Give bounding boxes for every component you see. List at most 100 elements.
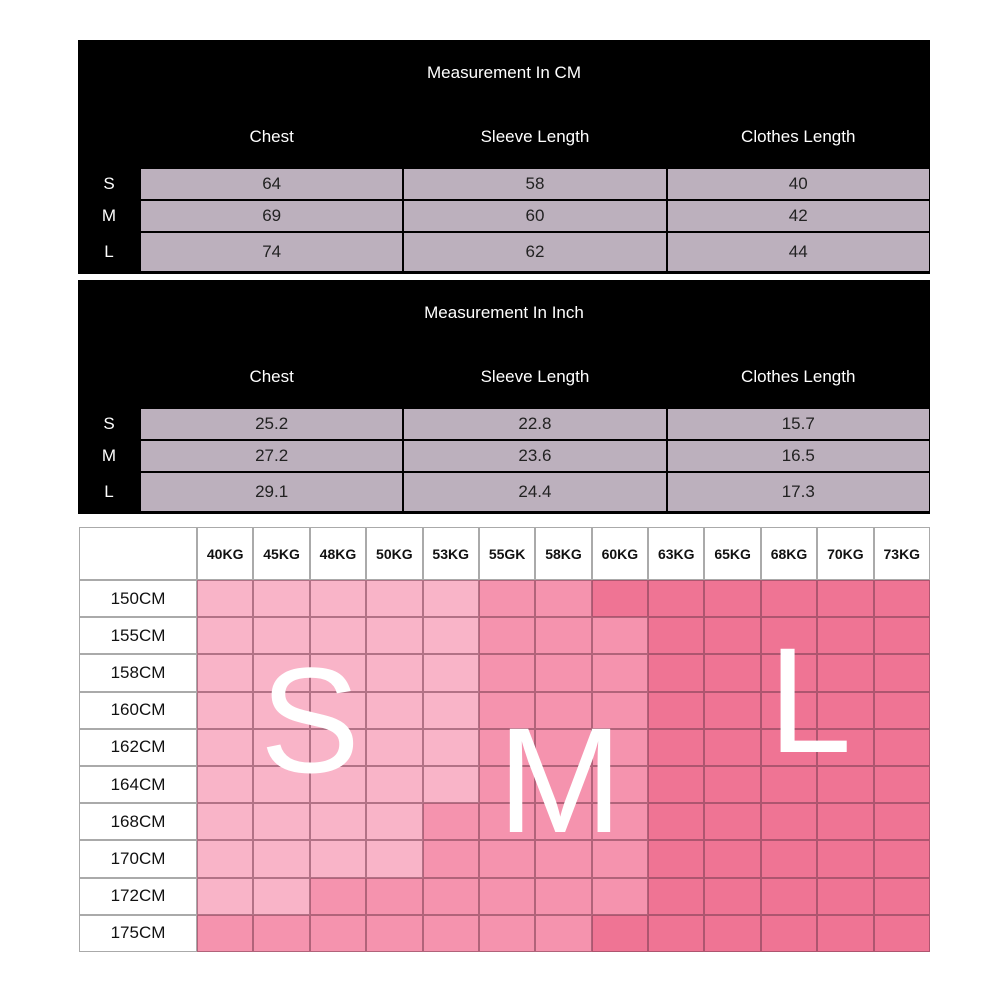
grid-cell bbox=[873, 654, 930, 692]
grid-cell bbox=[478, 617, 536, 655]
grid-cell bbox=[648, 840, 705, 878]
grid-cell bbox=[478, 840, 536, 878]
table-cell: 15.7 bbox=[666, 408, 930, 440]
weight-header: 40KG bbox=[197, 527, 254, 580]
size-label: L bbox=[104, 242, 114, 261]
grid-cell bbox=[478, 877, 536, 915]
grid-cell bbox=[422, 766, 479, 804]
grid-cell bbox=[422, 840, 479, 878]
zone-letter: S bbox=[259, 635, 361, 804]
table-cell: 64 bbox=[140, 168, 404, 200]
grid-cell bbox=[253, 766, 310, 804]
grid-cell bbox=[478, 728, 536, 766]
zone-letter: M bbox=[497, 695, 623, 864]
height-label: 158CM bbox=[79, 654, 197, 692]
grid-cell bbox=[535, 877, 592, 915]
grid-cell bbox=[422, 654, 479, 692]
grid-cell bbox=[873, 728, 930, 766]
grid-cell bbox=[591, 766, 649, 804]
grid-cell bbox=[366, 766, 423, 804]
grid-cell bbox=[760, 617, 818, 655]
table-cell: 27.2 bbox=[140, 440, 404, 472]
table-title: Measurement In Inch bbox=[78, 280, 930, 345]
grid-cell bbox=[648, 877, 705, 915]
grid-cell bbox=[422, 580, 479, 618]
grid-cell bbox=[535, 766, 592, 804]
table-cell: 58 bbox=[403, 168, 667, 200]
table-cell: 25.2 bbox=[140, 408, 404, 440]
grid-cell bbox=[309, 840, 367, 878]
grid-cell bbox=[309, 580, 367, 618]
grid-cell bbox=[873, 840, 930, 878]
grid-cell bbox=[478, 914, 536, 952]
grid-cell bbox=[366, 803, 423, 841]
grid-cell bbox=[648, 617, 705, 655]
grid-cell bbox=[817, 840, 874, 878]
grid-cell bbox=[704, 766, 761, 804]
height-label: 162CM bbox=[79, 728, 197, 766]
table-cell: 69 bbox=[140, 200, 404, 232]
grid-cell bbox=[704, 877, 761, 915]
height-label: 170CM bbox=[79, 840, 197, 878]
size-label: S bbox=[103, 414, 115, 433]
grid-cell bbox=[817, 914, 874, 952]
grid-cell bbox=[817, 877, 874, 915]
grid-cell bbox=[704, 840, 761, 878]
grid-cell bbox=[253, 877, 310, 915]
grid-cell bbox=[197, 840, 254, 878]
grid-cell bbox=[591, 691, 649, 729]
grid-cell bbox=[535, 617, 592, 655]
grid-cell bbox=[309, 914, 367, 952]
grid-cell bbox=[309, 803, 367, 841]
zone-letter: L bbox=[768, 615, 852, 784]
table-cell: 62 bbox=[403, 232, 667, 272]
table-title: Measurement In CM bbox=[78, 40, 930, 105]
grid-cell bbox=[591, 654, 649, 692]
grid-cell bbox=[760, 728, 818, 766]
weight-header: 50KG bbox=[366, 527, 423, 580]
grid-cell bbox=[760, 877, 818, 915]
grid-cell bbox=[366, 691, 423, 729]
grid-cell bbox=[253, 840, 310, 878]
grid-cell bbox=[648, 654, 705, 692]
height-label: 172CM bbox=[79, 877, 197, 915]
column-header: Chest bbox=[140, 345, 404, 408]
grid-cell bbox=[873, 877, 930, 915]
grid-cell bbox=[197, 766, 254, 804]
grid-cell bbox=[704, 654, 761, 692]
grid-cell bbox=[535, 728, 592, 766]
grid-cell bbox=[873, 803, 930, 841]
grid-cell bbox=[817, 691, 874, 729]
column-header: Chest bbox=[140, 105, 404, 168]
grid-cell bbox=[197, 691, 254, 729]
grid-cell bbox=[873, 691, 930, 729]
grid-cell bbox=[366, 580, 423, 618]
grid-cell bbox=[760, 914, 818, 952]
weight-header: 68KG bbox=[760, 527, 818, 580]
grid-cell bbox=[478, 803, 536, 841]
grid-cell bbox=[704, 691, 761, 729]
grid-cell bbox=[197, 803, 254, 841]
weight-header: 63KG bbox=[648, 527, 705, 580]
column-header: Sleeve Length bbox=[403, 345, 667, 408]
grid-cell bbox=[704, 803, 761, 841]
grid-cell bbox=[309, 617, 367, 655]
table-cell: 17.3 bbox=[666, 472, 930, 512]
grid-cell bbox=[873, 914, 930, 952]
weight-header: 60KG bbox=[591, 527, 649, 580]
grid-cell bbox=[760, 803, 818, 841]
table-cell: 44 bbox=[666, 232, 930, 272]
grid-cell bbox=[648, 766, 705, 804]
grid-cell bbox=[591, 580, 649, 618]
grid-cell bbox=[648, 691, 705, 729]
table-cell: 23.6 bbox=[403, 440, 667, 472]
grid-cell bbox=[535, 654, 592, 692]
grid-cell bbox=[253, 914, 310, 952]
corner-cell bbox=[79, 527, 197, 580]
grid-cell bbox=[817, 766, 874, 804]
grid-cell bbox=[817, 654, 874, 692]
grid-cell bbox=[817, 617, 874, 655]
grid-cell bbox=[197, 914, 254, 952]
table-cell: 42 bbox=[666, 200, 930, 232]
height-label: 150CM bbox=[79, 580, 197, 618]
